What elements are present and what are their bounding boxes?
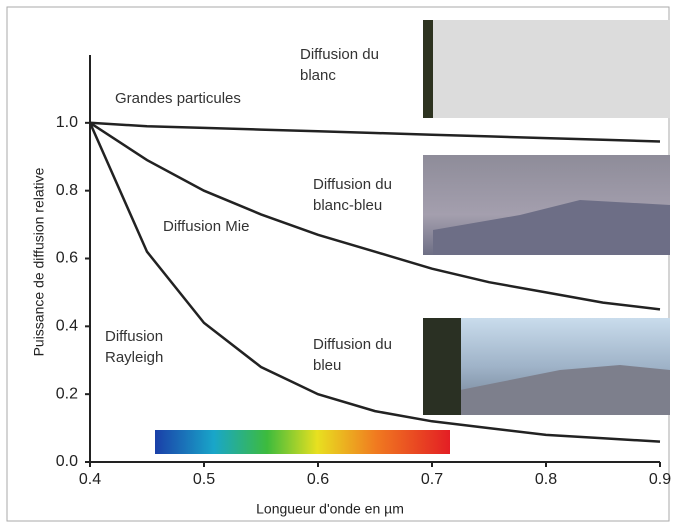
frame (6, 6, 670, 522)
x-tick-label: 0.8 (535, 471, 557, 488)
photo-white (423, 20, 670, 118)
series-line (89, 121, 661, 143)
x-tick-label: 0.9 (649, 471, 671, 488)
x-axis-title: Longueur d'onde en µm (256, 501, 404, 517)
x-tick-label: 0.5 (193, 471, 215, 488)
y-tick-label: 0.2 (56, 385, 78, 402)
y-axis-title: Puissance de diffusion relative (31, 167, 47, 356)
annotation: Diffusion du blanc-bleu (313, 176, 392, 214)
photo-tree (423, 20, 433, 118)
x-tick-label: 0.6 (307, 471, 329, 488)
photo-tree (423, 318, 461, 415)
series-line (88, 122, 661, 443)
y-tick-label: 1.0 (56, 114, 78, 131)
x-tick-label: 0.4 (79, 471, 101, 488)
annotation: Diffusion du blanc (300, 46, 379, 84)
series-label: Diffusion Mie (163, 218, 250, 235)
y-tick-label: 0.0 (56, 453, 78, 470)
series-line (89, 121, 661, 311)
y-tick-label: 0.6 (56, 250, 78, 267)
x-tick-label: 0.7 (421, 471, 443, 488)
series-label: Grandes particules (115, 90, 241, 107)
photo-hills (433, 200, 670, 255)
annotation: Diffusion du bleu (313, 336, 392, 374)
series-label: Diffusion Rayleigh (105, 328, 164, 366)
y-tick-label: 0.4 (56, 318, 78, 335)
color-spectrum (155, 430, 450, 454)
y-tick-label: 0.8 (56, 182, 78, 199)
photo-hills (460, 365, 670, 415)
